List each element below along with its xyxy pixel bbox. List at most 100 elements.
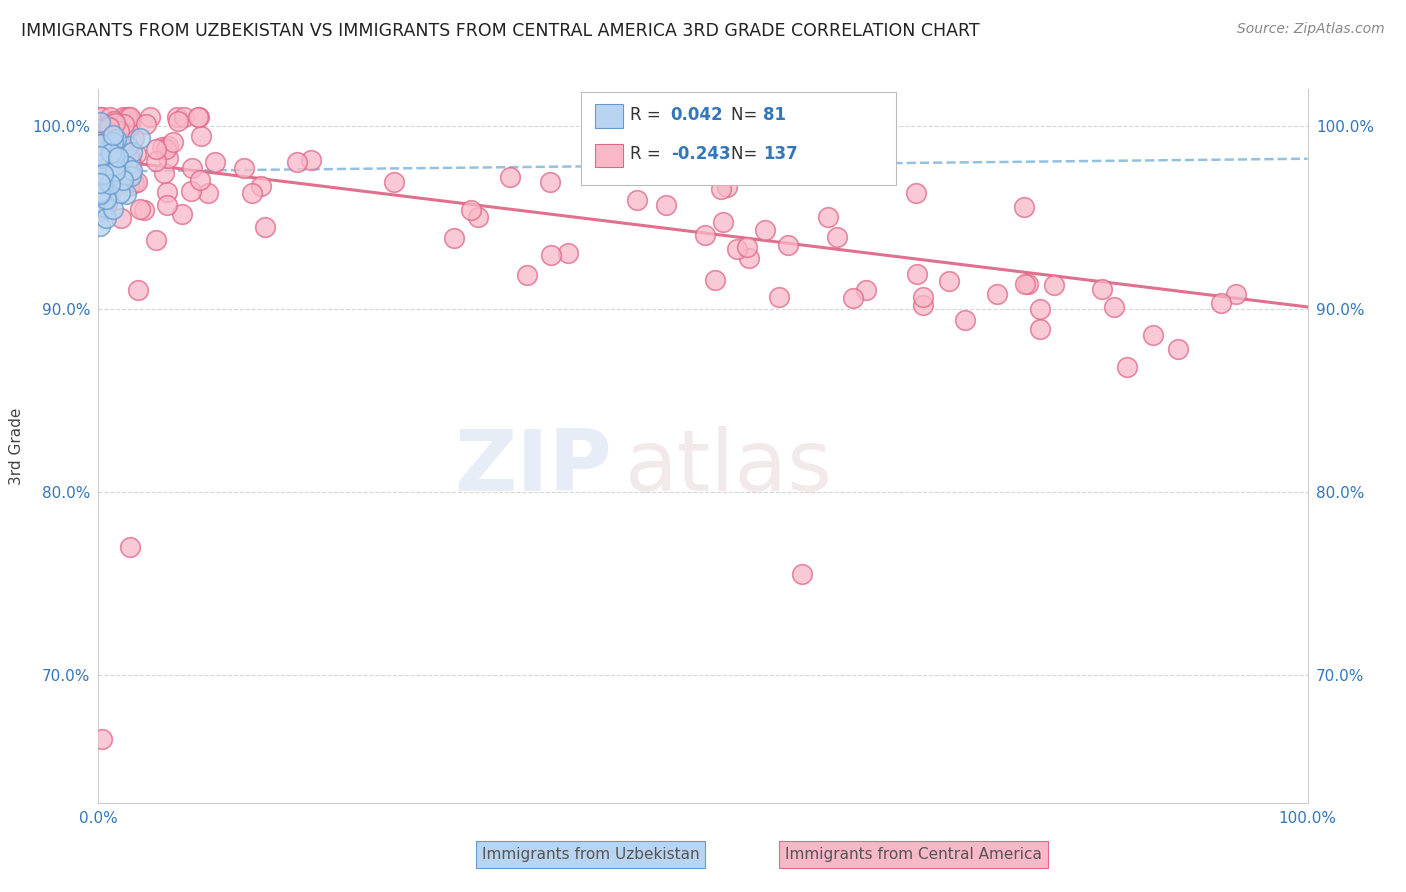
Point xyxy=(110,211,132,225)
Point xyxy=(173,110,195,124)
Point xyxy=(1028,322,1050,336)
Point xyxy=(825,230,848,244)
Point xyxy=(89,136,111,151)
Point xyxy=(145,142,167,156)
Point xyxy=(90,172,112,186)
Point xyxy=(120,110,142,124)
Point xyxy=(91,179,114,194)
Point xyxy=(626,193,648,207)
Point xyxy=(778,238,800,252)
Point xyxy=(122,176,145,190)
Point xyxy=(120,157,142,171)
Point xyxy=(101,202,124,217)
Point xyxy=(90,179,112,194)
Point xyxy=(233,161,256,175)
Point xyxy=(107,158,129,172)
Point xyxy=(285,155,308,169)
Point xyxy=(89,121,111,136)
Point xyxy=(127,283,149,297)
Point xyxy=(94,211,117,226)
Point xyxy=(98,110,121,124)
Point xyxy=(90,145,112,159)
Point xyxy=(156,152,179,166)
Point xyxy=(253,220,276,235)
Point xyxy=(98,138,121,153)
Point xyxy=(89,186,111,200)
Point xyxy=(104,158,127,172)
Point xyxy=(170,207,193,221)
Point xyxy=(91,173,114,187)
Point xyxy=(89,176,111,190)
Point xyxy=(96,176,118,190)
Point xyxy=(135,117,157,131)
Point xyxy=(1142,328,1164,343)
Point xyxy=(129,130,152,145)
Point xyxy=(190,129,212,144)
Point xyxy=(738,251,761,265)
Point xyxy=(90,160,112,174)
Point xyxy=(153,166,176,180)
Point xyxy=(299,153,322,168)
Point xyxy=(101,128,124,142)
Point xyxy=(114,186,136,201)
Point xyxy=(1167,343,1189,357)
Y-axis label: 3rd Grade: 3rd Grade xyxy=(8,408,24,484)
Point xyxy=(460,203,482,218)
Point xyxy=(111,170,134,185)
Point xyxy=(90,110,112,124)
Point xyxy=(240,186,263,200)
Point xyxy=(89,137,111,152)
Point xyxy=(188,173,211,187)
Point xyxy=(115,110,138,124)
Point xyxy=(125,147,148,161)
Point xyxy=(89,185,111,199)
Point xyxy=(89,187,111,202)
Point xyxy=(1102,301,1125,315)
Point xyxy=(187,110,209,124)
Point xyxy=(90,177,112,191)
Point xyxy=(120,114,142,128)
Point xyxy=(516,268,538,282)
Text: 81: 81 xyxy=(763,106,786,124)
Point xyxy=(754,223,776,237)
Point xyxy=(187,110,209,124)
Point xyxy=(101,156,124,170)
Point xyxy=(100,145,122,160)
Point xyxy=(90,173,112,187)
Point xyxy=(91,161,114,175)
Point xyxy=(938,274,960,288)
Point xyxy=(905,186,928,200)
Point xyxy=(150,139,173,153)
Point xyxy=(1014,277,1036,291)
Point xyxy=(98,153,121,168)
Point xyxy=(91,167,114,181)
Text: Immigrants from Central America: Immigrants from Central America xyxy=(786,847,1042,862)
Text: N=: N= xyxy=(731,106,762,124)
Point xyxy=(94,162,117,177)
Point xyxy=(953,313,976,327)
Point xyxy=(108,124,131,138)
Point xyxy=(101,161,124,175)
Point xyxy=(121,162,143,177)
Point xyxy=(467,210,489,224)
Point xyxy=(97,156,120,170)
Point xyxy=(93,198,115,212)
Point xyxy=(101,173,124,187)
Point xyxy=(89,115,111,129)
Point xyxy=(89,167,111,181)
Point xyxy=(197,186,219,201)
Point xyxy=(89,176,111,190)
Point xyxy=(96,167,118,181)
Text: ZIP: ZIP xyxy=(454,425,613,509)
Point xyxy=(89,148,111,162)
Text: Source: ZipAtlas.com: Source: ZipAtlas.com xyxy=(1237,22,1385,37)
Point xyxy=(108,186,131,200)
Text: R =: R = xyxy=(630,145,666,163)
Point xyxy=(111,142,134,156)
Point xyxy=(94,187,117,202)
Point xyxy=(139,110,162,124)
Point xyxy=(89,149,111,163)
Point xyxy=(1029,301,1052,316)
Point xyxy=(90,168,112,182)
Point xyxy=(89,182,111,196)
